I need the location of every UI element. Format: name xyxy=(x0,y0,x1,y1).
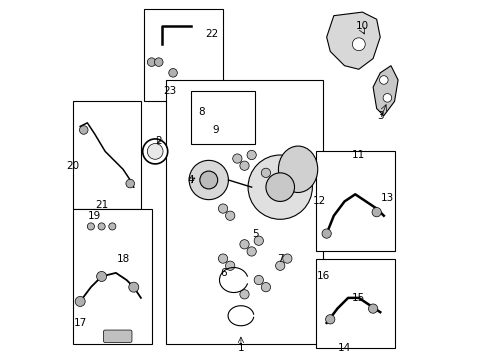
Circle shape xyxy=(147,58,156,66)
Circle shape xyxy=(254,236,263,246)
Bar xyxy=(165,80,323,344)
Circle shape xyxy=(254,275,263,285)
Circle shape xyxy=(261,283,270,292)
Circle shape xyxy=(87,223,94,230)
Circle shape xyxy=(322,229,331,238)
Text: 13: 13 xyxy=(380,193,393,203)
Bar xyxy=(315,258,394,348)
Bar xyxy=(144,9,223,102)
Circle shape xyxy=(189,160,228,200)
Circle shape xyxy=(352,38,365,51)
Circle shape xyxy=(225,261,234,270)
Circle shape xyxy=(379,76,387,84)
Text: 16: 16 xyxy=(316,271,329,282)
Text: 11: 11 xyxy=(351,150,365,160)
Text: 8: 8 xyxy=(198,107,204,117)
Text: 20: 20 xyxy=(66,161,80,171)
Circle shape xyxy=(147,144,163,159)
Text: 17: 17 xyxy=(73,318,87,328)
Circle shape xyxy=(200,171,217,189)
Circle shape xyxy=(108,223,116,230)
Text: 3: 3 xyxy=(376,111,383,121)
Circle shape xyxy=(275,261,285,270)
Text: 14: 14 xyxy=(337,343,350,353)
Circle shape xyxy=(247,155,312,219)
Circle shape xyxy=(371,207,381,217)
Text: 18: 18 xyxy=(116,253,129,264)
Circle shape xyxy=(246,247,256,256)
Text: 6: 6 xyxy=(219,268,226,278)
Circle shape xyxy=(265,173,294,202)
Circle shape xyxy=(154,58,163,66)
Text: 12: 12 xyxy=(312,197,325,206)
Bar xyxy=(315,152,394,251)
Circle shape xyxy=(282,254,291,263)
Circle shape xyxy=(325,315,334,324)
FancyBboxPatch shape xyxy=(103,330,132,342)
Circle shape xyxy=(97,271,106,282)
Text: 5: 5 xyxy=(251,229,258,239)
Circle shape xyxy=(261,168,270,177)
Ellipse shape xyxy=(278,146,317,193)
Circle shape xyxy=(218,254,227,263)
Text: 15: 15 xyxy=(351,293,365,303)
Text: 19: 19 xyxy=(88,211,101,221)
Text: 10: 10 xyxy=(355,21,368,31)
Bar xyxy=(73,208,151,344)
Text: 7: 7 xyxy=(276,253,283,264)
Circle shape xyxy=(246,150,256,159)
Circle shape xyxy=(240,290,248,299)
Bar xyxy=(190,91,255,144)
Circle shape xyxy=(128,282,139,292)
Polygon shape xyxy=(372,66,397,116)
Text: 9: 9 xyxy=(212,125,219,135)
Text: 1: 1 xyxy=(237,343,244,353)
Circle shape xyxy=(218,204,227,213)
Circle shape xyxy=(75,296,85,306)
Circle shape xyxy=(382,94,391,102)
Text: 23: 23 xyxy=(163,86,176,96)
Text: 4: 4 xyxy=(187,175,194,185)
Circle shape xyxy=(125,179,134,188)
Circle shape xyxy=(168,68,177,77)
Text: 2: 2 xyxy=(155,136,162,146)
Circle shape xyxy=(232,154,242,163)
Circle shape xyxy=(367,304,377,313)
Circle shape xyxy=(80,126,88,134)
Circle shape xyxy=(240,240,248,249)
Polygon shape xyxy=(326,12,380,69)
Text: 22: 22 xyxy=(205,28,219,39)
Text: 21: 21 xyxy=(95,200,108,210)
Circle shape xyxy=(98,223,105,230)
Circle shape xyxy=(240,161,248,170)
Bar xyxy=(73,102,141,208)
Circle shape xyxy=(142,139,167,164)
Circle shape xyxy=(225,211,234,220)
